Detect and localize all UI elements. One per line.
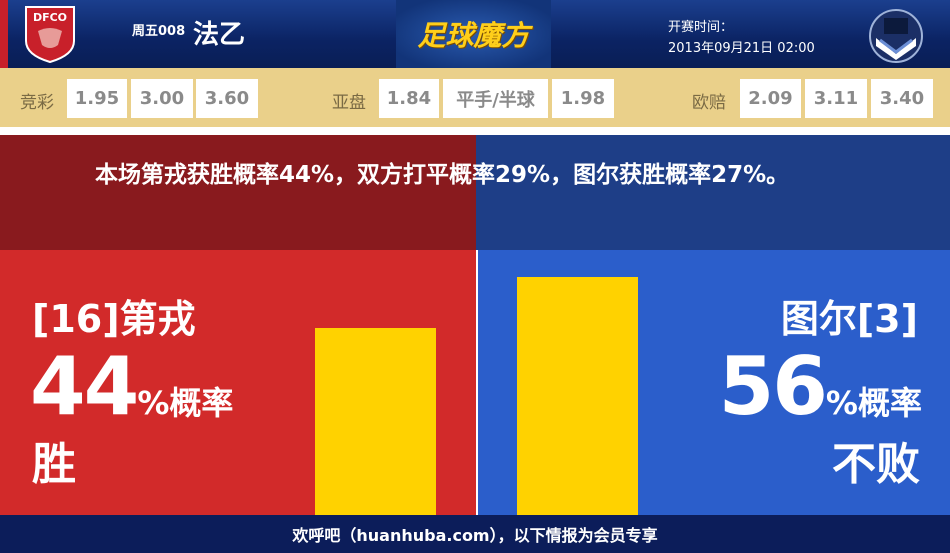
home-team-name: [16]第戎 [32, 297, 196, 341]
svg-text:DFCO: DFCO [33, 11, 67, 24]
kickoff-label: 开赛时间： [668, 20, 734, 35]
away-probability-bar [517, 277, 638, 515]
accent-strip [0, 0, 8, 68]
asian-odd-away: 1.98 [552, 79, 614, 118]
home-percent-value: 44 [30, 340, 139, 433]
away-percent: 56%概率 [719, 340, 922, 433]
home-result: 胜 [32, 439, 76, 490]
jingcai-odd-draw: 3.00 [131, 79, 193, 118]
kickoff-time: 2013年09月21日 02:00 [668, 41, 815, 56]
home-percent-suffix: %概率 [137, 384, 234, 422]
home-probability-bar [315, 328, 436, 515]
euro-odd-win: 2.09 [740, 79, 801, 118]
match-header: DFCO 周五008 法乙 足球魔方 开赛时间： 2013年09月21日 02:… [0, 0, 950, 68]
away-team-logo-icon [869, 9, 923, 63]
home-percent: 44%概率 [30, 340, 233, 433]
jingcai-odd-loss: 3.60 [196, 79, 258, 118]
odds-bar: 竞彩 1.95 3.00 3.60 亚盘 1.84 平手/半球 1.98 欧赔 … [0, 68, 950, 131]
away-result: 不败 [832, 439, 920, 490]
match-number: 周五008 [132, 24, 186, 39]
brand-logo: 足球魔方 [396, 0, 551, 68]
jingcai-odd-win: 1.95 [67, 79, 127, 118]
summary-bg-away [476, 135, 950, 250]
home-team-logo-icon: DFCO [25, 6, 75, 63]
away-percent-value: 56 [718, 340, 828, 433]
euro-odd-draw: 3.11 [805, 79, 867, 118]
euro-odd-loss: 3.40 [871, 79, 933, 118]
asian-odd-home: 1.84 [379, 79, 439, 118]
away-team-name: 图尔[3] [780, 297, 918, 341]
summary-bg-home [0, 135, 476, 250]
euro-label: 欧赔 [692, 93, 726, 113]
asian-label: 亚盘 [332, 93, 366, 113]
asian-handicap: 平手/半球 [443, 79, 548, 118]
away-percent-suffix: %概率 [825, 384, 922, 422]
probability-summary: 本场第戎获胜概率44%，双方打平概率29%，图尔获胜概率27%。 [95, 162, 790, 188]
jingcai-label: 竞彩 [20, 93, 54, 113]
footer-banner: 欢呼吧（huanhuba.com），以下情报为会员专享 [0, 515, 950, 553]
league-name: 法乙 [193, 20, 246, 50]
